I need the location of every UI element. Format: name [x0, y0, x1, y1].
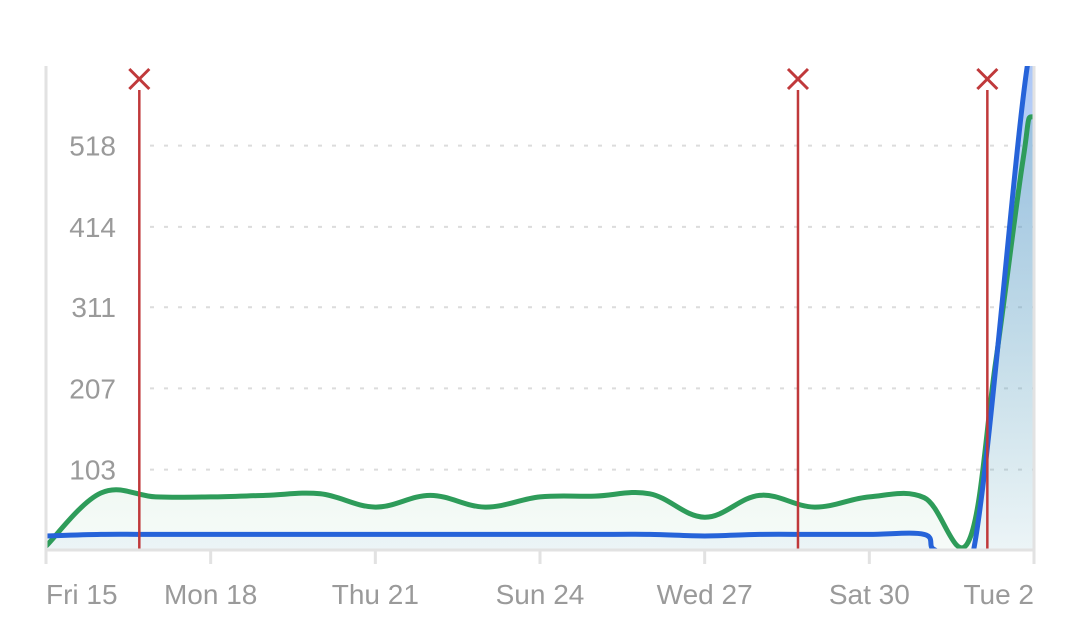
x-tick-label: Sun 24	[496, 579, 585, 610]
x-tick-label: Fri 15	[46, 579, 118, 610]
x-tick-label: Thu 21	[332, 579, 419, 610]
y-tick-label: 414	[69, 212, 116, 243]
green-series-area	[46, 116, 1034, 550]
y-tick-label: 518	[69, 131, 116, 162]
series-lines	[46, 66, 1034, 550]
x-stroke	[976, 67, 999, 91]
y-tick-label: 311	[71, 292, 116, 323]
grid-lines	[150, 144, 1034, 471]
axes	[44, 66, 1036, 564]
tick-labels: 103 207 311 414 518 Fri 15 Mon 18 Thu 21 Sun 24 W…	[46, 131, 1034, 610]
y-tick-label: 103	[69, 455, 116, 486]
green-series-line	[46, 114, 1034, 550]
event-marker-x-icon	[786, 67, 810, 91]
x-stroke	[786, 67, 810, 91]
event-marker-x-icon	[976, 67, 999, 91]
y-tick-label: 207	[69, 373, 116, 404]
series-areas	[46, 66, 1034, 550]
x-tick-label: Sat 30	[829, 579, 910, 610]
event-marker-x-icon	[128, 67, 151, 91]
x-tick-label: Mon 18	[164, 579, 257, 610]
blue-series-line	[46, 66, 1030, 550]
event-markers	[128, 67, 999, 550]
x-tick-label: Tue 2	[963, 579, 1034, 610]
x-tick-label: Wed 27	[657, 579, 753, 610]
x-stroke	[128, 67, 151, 91]
